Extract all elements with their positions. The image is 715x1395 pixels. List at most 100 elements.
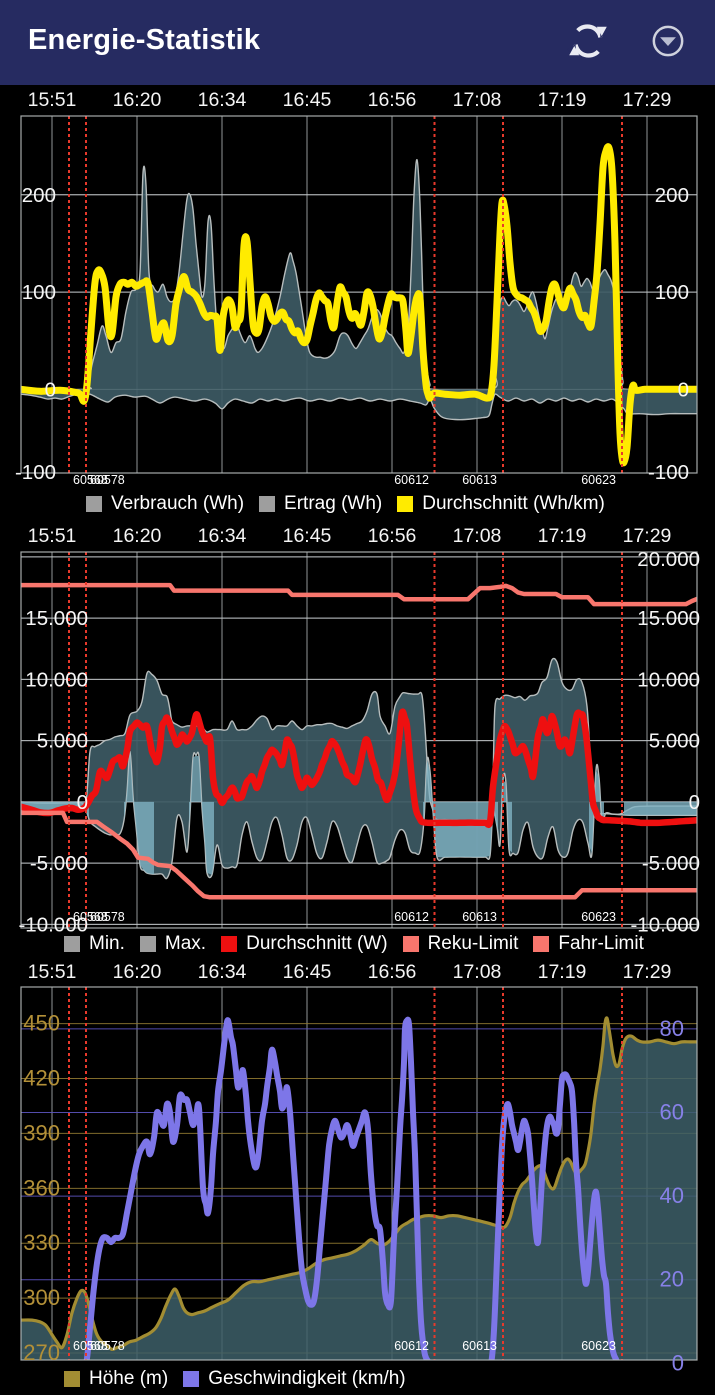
time-tick-label: 15:51	[28, 89, 77, 111]
y-axis-tick-label: 200	[655, 184, 689, 207]
legend-swatch	[533, 936, 550, 952]
legend-swatch	[221, 936, 238, 952]
y-axis-tick-label: 10.000	[25, 668, 88, 691]
time-tick-label: 16:20	[113, 961, 162, 983]
legend-swatch	[397, 496, 414, 512]
series-outline-max	[21, 657, 697, 823]
time-tick-label: 15:51	[28, 525, 77, 547]
y-axis-tick-label: 200	[22, 184, 56, 207]
y-axis-tick-label: 20.000	[637, 548, 700, 571]
y-axis-tick-label: 15.000	[25, 607, 88, 630]
series-outline-Ertrag (Wh)	[21, 393, 697, 421]
y-axis-tick-label: 0	[678, 378, 689, 401]
time-tick-label: 16:34	[198, 961, 247, 983]
legend-item: Verbrauch (Wh)	[86, 493, 244, 515]
odometer-annotation: 60568	[73, 1339, 108, 1353]
series-overlay	[124, 751, 154, 875]
legend-label: Reku-Limit	[427, 933, 519, 954]
y-axis-tick-label: 270	[23, 1340, 60, 1365]
y-axis-tick-label: 5.000	[649, 730, 700, 753]
y-axis-tick-label: 0	[672, 1350, 684, 1375]
y-axis-tick-label: 20	[660, 1267, 684, 1292]
odometer-annotation: 60613	[462, 1339, 497, 1353]
time-tick-label: 16:45	[283, 89, 332, 111]
page-title: Energie-Statistik	[28, 24, 261, 56]
y-axis-tick-label: 0	[45, 378, 56, 401]
y-axis-tick-label: -100	[648, 461, 689, 484]
odometer-annotation: 60568	[73, 473, 108, 487]
odometer-annotation: 60623	[581, 1339, 616, 1353]
y-axis-tick-label: 390	[23, 1120, 60, 1145]
legend-swatch	[259, 496, 276, 512]
refresh-icon	[566, 23, 610, 58]
time-tick-label: 15:51	[28, 961, 77, 983]
y-axis-tick-label: 450	[23, 1011, 60, 1036]
legend-item: Reku-Limit	[402, 933, 519, 955]
time-tick-label: 17:08	[453, 961, 502, 983]
series-overlay	[189, 755, 214, 875]
odometer-annotation: 60613	[462, 473, 497, 487]
time-tick-label: 17:08	[453, 525, 502, 547]
legend-altitude-speed-chart: Höhe (m) Geschwindigkeit (km/h)	[0, 1366, 715, 1392]
legend-swatch	[402, 936, 419, 952]
legend-swatch	[86, 496, 102, 512]
legend-item: Ertrag (Wh)	[259, 493, 382, 515]
y-axis-tick-label: 330	[23, 1230, 60, 1255]
series-overlay	[423, 760, 498, 858]
odometer-annotation: 60612	[394, 910, 429, 924]
legend-item: Durchschnitt (W)	[221, 933, 388, 955]
legend-label: Max.	[164, 933, 207, 954]
time-tick-label: 17:19	[538, 961, 587, 983]
collapse-button[interactable]	[645, 18, 691, 64]
series-overlay	[589, 770, 604, 853]
time-tick-label: 17:19	[538, 525, 587, 547]
series-area-Ertrag (Wh)	[21, 389, 697, 420]
y-axis-tick-label: 0	[77, 791, 88, 814]
odometer-annotation: 60623	[581, 473, 616, 487]
y-axis-tick-label: -5.000	[642, 852, 700, 875]
series-area-Höhe (m)	[21, 1017, 697, 1360]
series-outline-min	[21, 750, 697, 880]
odometer-annotation: 60578	[90, 473, 125, 487]
legend-swatch	[64, 1371, 80, 1387]
dropdown-circle-icon	[652, 25, 684, 56]
y-axis-tick-label: 300	[23, 1285, 60, 1310]
y-axis-tick-label: 100	[655, 281, 689, 304]
plot-border	[20, 986, 698, 1361]
legend-swatch	[64, 936, 80, 952]
odometer-annotation: 60612	[394, 473, 429, 487]
series-outline-Höhe (m)	[21, 1016, 697, 1352]
odometer-annotation: 60578	[90, 910, 125, 924]
time-tick-label: 16:45	[283, 961, 332, 983]
legend-item: Min.	[64, 933, 125, 955]
time-tick-label: 17:19	[538, 89, 587, 111]
y-axis-tick-label: 10.000	[637, 668, 700, 691]
legend-label: Ertrag (Wh)	[284, 493, 383, 514]
y-axis-tick-label: 5.000	[37, 730, 88, 753]
legend-label: Min.	[89, 933, 125, 954]
legend-item: Durchschnitt (Wh/km)	[397, 493, 605, 515]
time-tick-label: 16:45	[283, 525, 332, 547]
legend-item: Fahr-Limit	[533, 933, 644, 955]
y-axis-tick-label: 60	[660, 1099, 684, 1124]
refresh-button[interactable]	[565, 18, 611, 64]
time-tick-label: 17:29	[623, 89, 672, 111]
time-tick-label: 16:20	[113, 89, 162, 111]
plot-border	[20, 551, 698, 929]
series-overlay	[501, 779, 512, 853]
time-tick-label: 16:34	[198, 89, 247, 111]
legend-power-chart: Min. Max. Durchschnitt (W) Reku-Limit Fahr-L…	[0, 932, 715, 956]
legend-label: Durchschnitt (Wh/km)	[422, 493, 605, 514]
series-line-Fahr-Limit	[21, 810, 697, 900]
y-axis-tick-label: -10.000	[18, 913, 88, 936]
y-axis-tick-label: 360	[23, 1175, 60, 1200]
legend-item: Geschwindigkeit (km/h)	[183, 1368, 406, 1390]
legend-item: Max.	[139, 933, 207, 955]
y-axis-tick-label: 420	[23, 1066, 60, 1091]
legend-energy-chart: Verbrauch (Wh) Ertrag (Wh) Durchschnitt (W…	[0, 491, 715, 517]
odometer-annotation: 60568	[73, 910, 108, 924]
legend-swatch	[139, 936, 156, 952]
y-axis-tick-label: 100	[22, 281, 56, 304]
